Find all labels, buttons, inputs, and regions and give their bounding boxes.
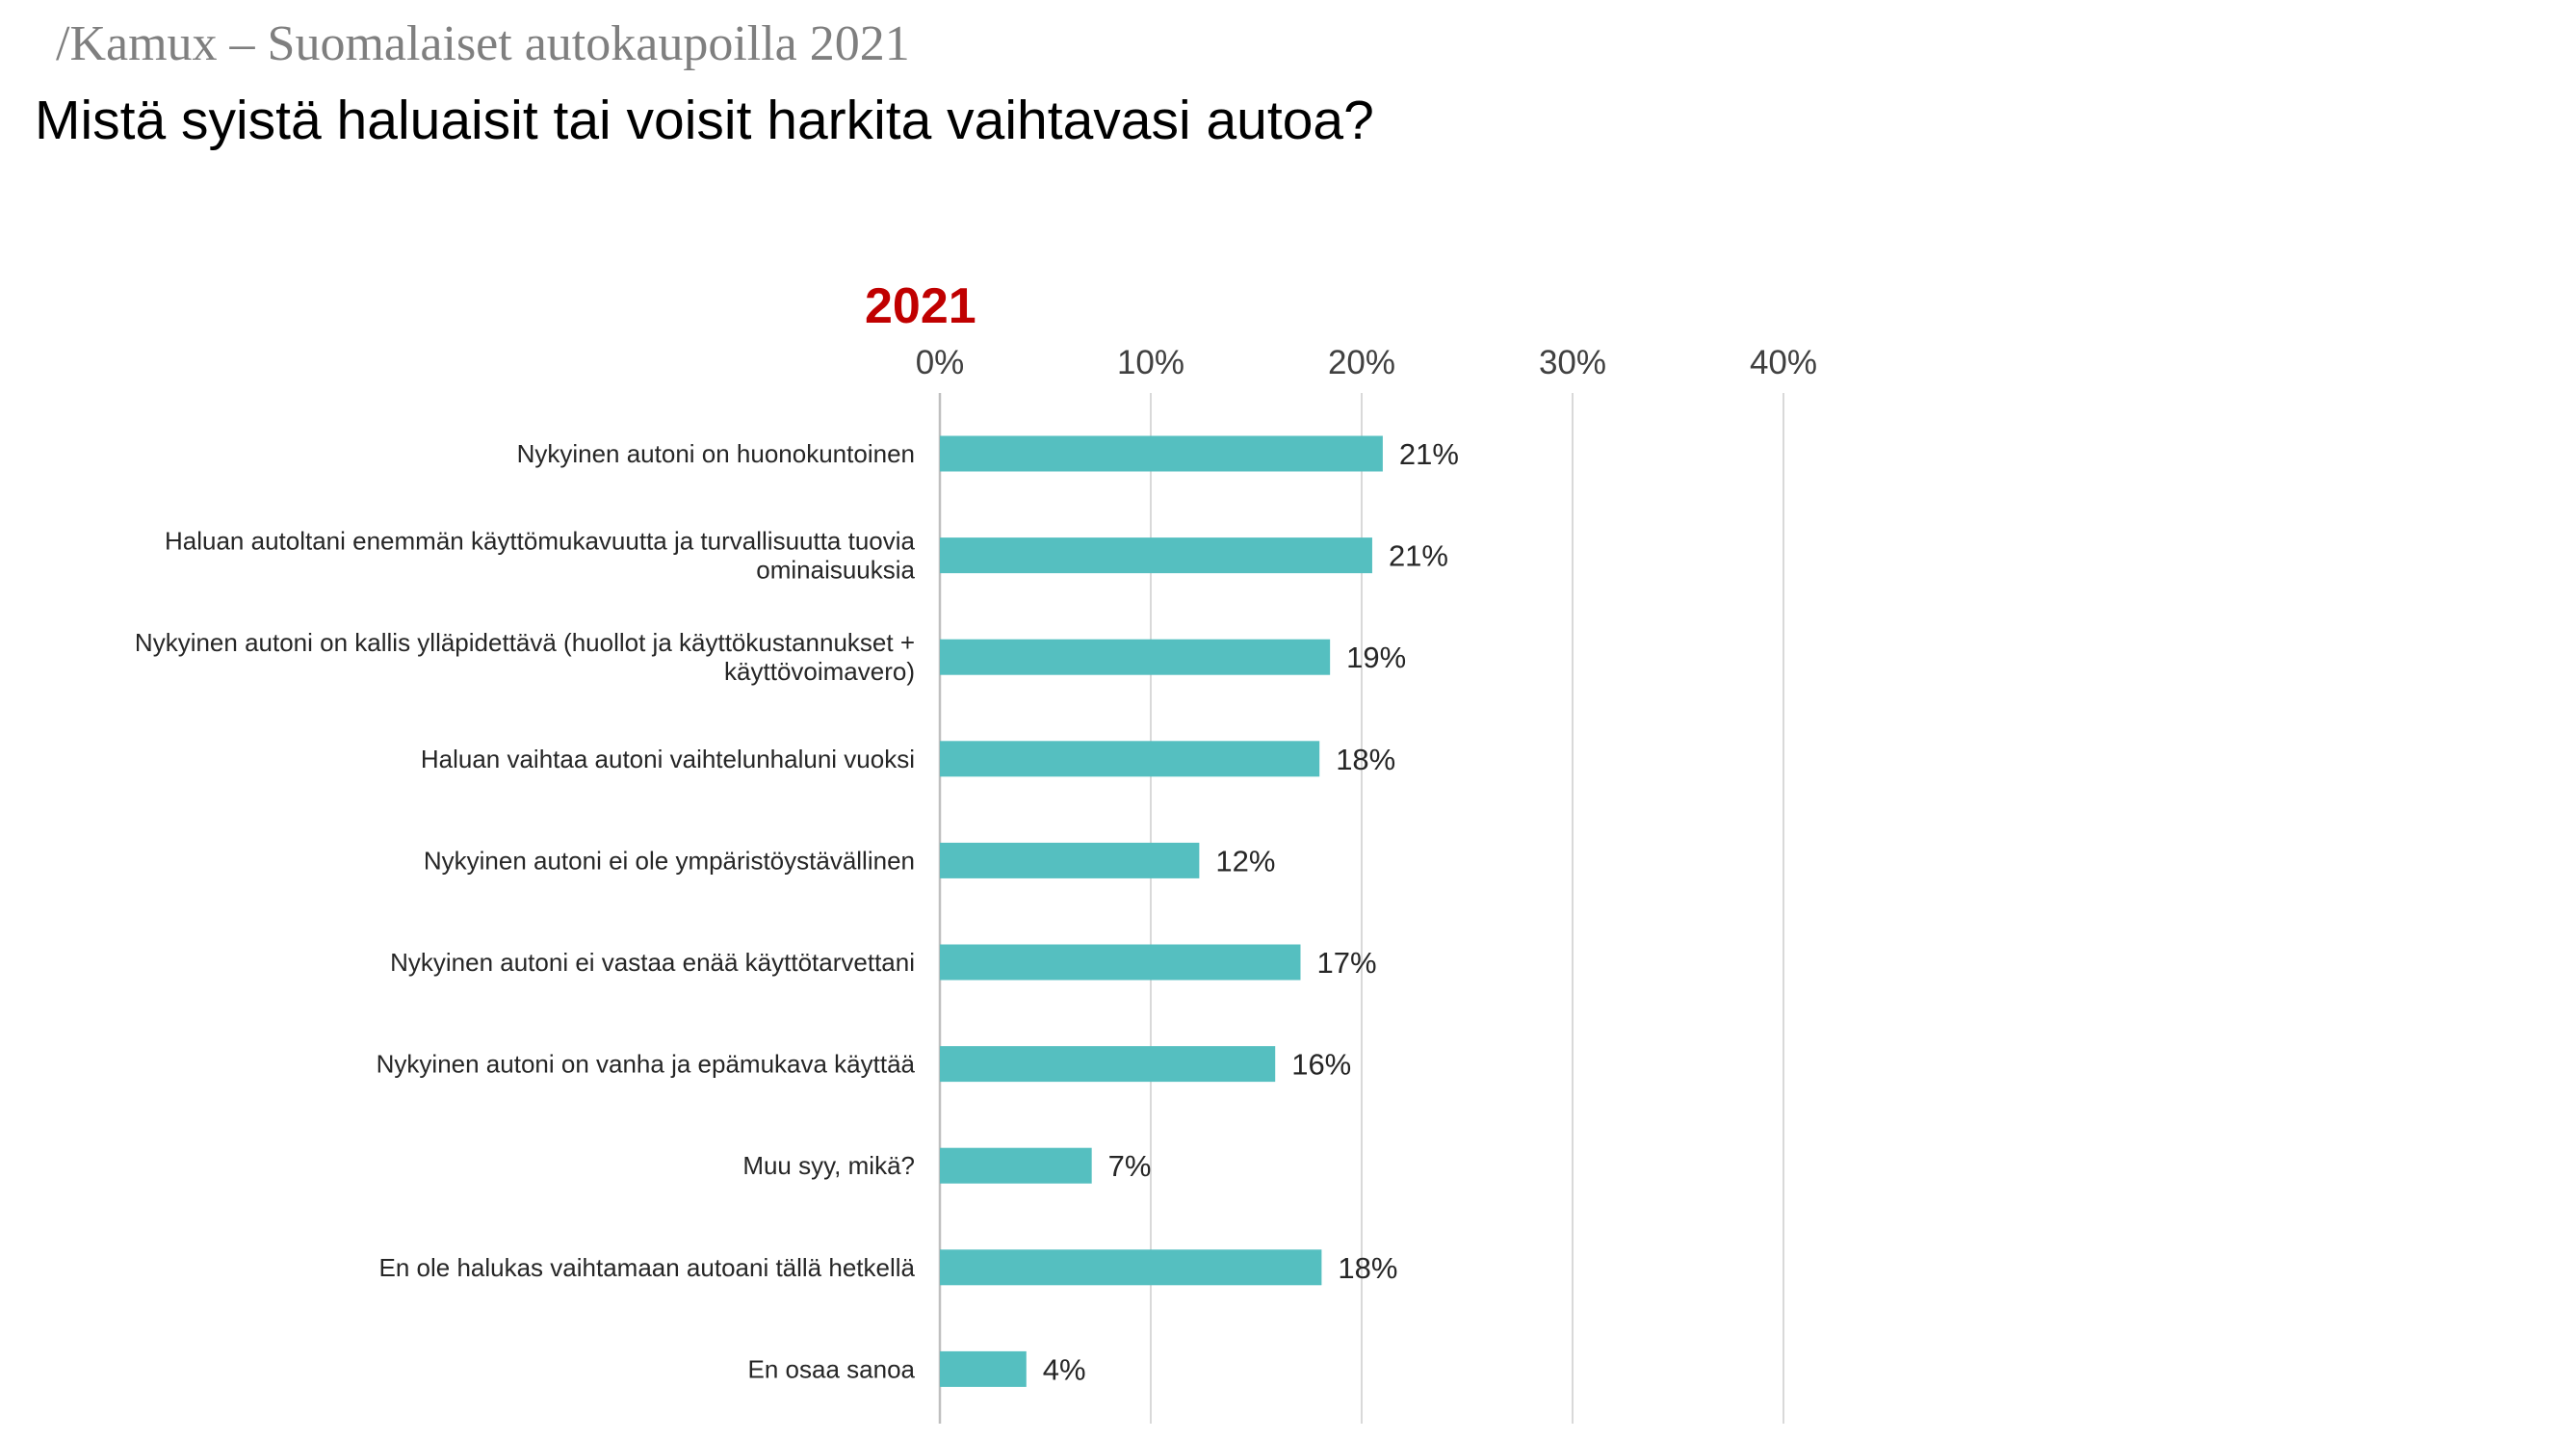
category-label-line: Nykyinen autoni on huonokuntoinen (517, 439, 915, 468)
category-label-line: käyttövoimavero) (724, 657, 915, 686)
value-label: 19% (1346, 641, 1406, 674)
x-tick-label: 10% (1117, 344, 1184, 381)
category-label: En osaa sanoa (748, 1354, 916, 1383)
x-tick-label: 20% (1328, 344, 1395, 381)
bar (940, 639, 1331, 675)
category-label-line: Nykyinen autoni ei vastaa enää käyttötar… (390, 948, 915, 977)
category-label: Nykyinen autoni ei ole ympäristöystäväll… (424, 846, 915, 875)
category-label-line: Muu syy, mikä? (742, 1151, 915, 1180)
value-label: 7% (1108, 1149, 1152, 1183)
x-tick-label: 0% (916, 344, 965, 381)
category-label-line: Nykyinen autoni on vanha ja epämukava kä… (377, 1050, 916, 1079)
category-label-line: Haluan autoltani enemmän käyttömukavuutt… (165, 527, 916, 556)
value-label: 21% (1389, 539, 1448, 573)
bar (940, 741, 1320, 777)
x-tick-label: 40% (1750, 344, 1817, 381)
bar (940, 1249, 1322, 1286)
value-label: 18% (1338, 1251, 1397, 1285)
year-label: 2021 (865, 278, 976, 334)
bar (940, 1350, 1027, 1387)
page-title: Mistä syistä haluaisit tai voisit harkit… (35, 90, 1374, 151)
brand-header: /Kamux – Suomalaiset autokaupoilla 2021 (56, 16, 910, 71)
category-label: Haluan autoltani enemmän käyttömukavuutt… (165, 527, 916, 585)
category-label: Nykyinen autoni on vanha ja epämukava kä… (377, 1050, 916, 1079)
category-label-line: En ole halukas vaihtamaan autoani tällä … (379, 1253, 916, 1282)
category-label-line: En osaa sanoa (748, 1354, 916, 1383)
value-label: 4% (1043, 1352, 1086, 1386)
value-label: 12% (1215, 844, 1275, 877)
bar (940, 1147, 1092, 1184)
bar (940, 435, 1383, 472)
value-label: 16% (1291, 1048, 1351, 1082)
category-label: Nykyinen autoni on kallis ylläpidettävä … (135, 628, 915, 686)
category-label-line: Nykyinen autoni on kallis ylläpidettävä … (135, 628, 915, 657)
category-label: Nykyinen autoni on huonokuntoinen (517, 439, 915, 468)
value-label: 21% (1399, 437, 1459, 471)
x-tick-label: 30% (1539, 344, 1606, 381)
category-label-line: Nykyinen autoni ei ole ympäristöystäväll… (424, 846, 915, 875)
bar (940, 944, 1301, 981)
bar (940, 842, 1200, 878)
category-label: Nykyinen autoni ei vastaa enää käyttötar… (390, 948, 915, 977)
bar (940, 537, 1372, 574)
category-label: Muu syy, mikä? (742, 1151, 915, 1180)
category-label: Haluan vaihtaa autoni vaihtelunhaluni vu… (421, 745, 915, 773)
value-label: 18% (1336, 743, 1395, 776)
category-label-line: ominaisuuksia (756, 556, 915, 585)
bar (940, 1046, 1276, 1083)
value-label: 17% (1316, 946, 1376, 980)
category-label-line: Haluan vaihtaa autoni vaihtelunhaluni vu… (421, 745, 915, 773)
category-label: En ole halukas vaihtamaan autoani tällä … (379, 1253, 916, 1282)
